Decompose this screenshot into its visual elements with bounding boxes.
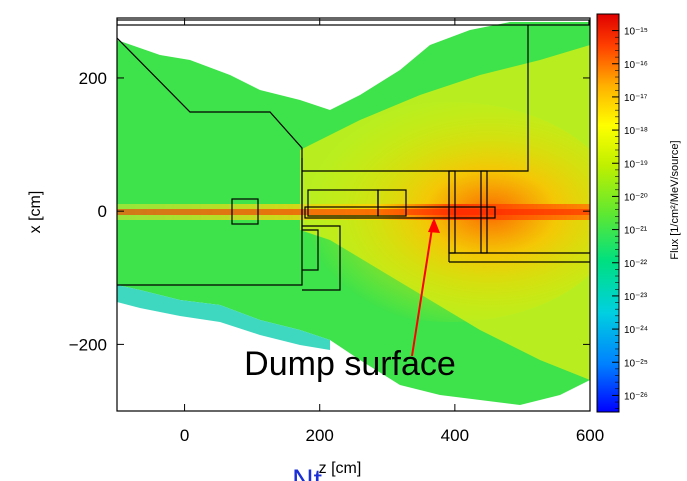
y-tick-label: 200 — [79, 69, 107, 88]
x-axis-title: z [cm] — [319, 460, 362, 477]
colorbar-tick-label: 10⁻¹⁸ — [624, 126, 648, 137]
shield-step — [301, 158, 319, 271]
tunnel-upper — [302, 25, 529, 172]
shield-outline — [117, 37, 303, 286]
lower-step — [302, 225, 341, 291]
colorbar-tick-label: 10⁻²² — [624, 259, 648, 270]
x-tick-label: 600 — [576, 426, 604, 445]
x-tick-label: 200 — [306, 426, 334, 445]
colorbar-title: Flux [1/cm²/MeV/source] — [669, 140, 681, 259]
colorbar-tick-label: 10⁻¹⁶ — [624, 60, 648, 71]
beam-pipe-outline — [304, 206, 496, 219]
plot-frame — [116, 17, 591, 412]
flux-heatmap — [117, 18, 590, 411]
upstream-block — [231, 198, 259, 225]
flux-field-void — [117, 18, 470, 95]
dump-surface-arrowhead — [428, 218, 440, 233]
colorbar — [596, 13, 620, 413]
x-tick-label: 0 — [180, 426, 189, 445]
colorbar-tick-label: 10⁻¹⁵ — [624, 27, 648, 38]
x-axis-ticks: 0 200 400 600 — [180, 18, 604, 445]
colorbar-ticks: 10⁻¹⁵ 10⁻¹⁶ 10⁻¹⁷ 10⁻¹⁸ 10⁻¹⁹ 10⁻²⁰ 10⁻²¹ 10⁻²²… — [612, 27, 648, 409]
flux-field-low-lower — [117, 285, 330, 350]
dump-surface-arrow — [411, 221, 434, 357]
x-tick-label: 400 — [441, 426, 469, 445]
colorbar-tick-label: 10⁻²¹ — [624, 226, 648, 237]
y-tick-label: 0 — [98, 202, 107, 221]
top-structure-outline — [117, 19, 590, 26]
colorbar-tick-label: 10⁻²⁰ — [624, 192, 648, 203]
dump-surface-label: Dump surface — [244, 345, 456, 383]
dump-base — [448, 171, 590, 263]
y-axis-ticks: −200 0 200 — [69, 69, 590, 354]
colorbar-tick-label: 10⁻²³ — [624, 292, 648, 303]
colorbar-tick-label: 10⁻²⁴ — [624, 325, 648, 336]
inner-block-b — [377, 189, 407, 217]
geometry-outlines — [117, 19, 590, 291]
colorbar-tick-label: 10⁻¹⁷ — [624, 93, 648, 104]
y-axis-title: x [cm] — [27, 191, 44, 234]
footer-text: Nt — [292, 464, 323, 481]
colorbar-tick-label: 10⁻²⁵ — [624, 358, 648, 369]
colorbar-tick-label: 10⁻²⁶ — [624, 391, 648, 402]
y-tick-label: −200 — [69, 335, 107, 354]
colorbar-tick-label: 10⁻¹⁹ — [624, 159, 648, 170]
